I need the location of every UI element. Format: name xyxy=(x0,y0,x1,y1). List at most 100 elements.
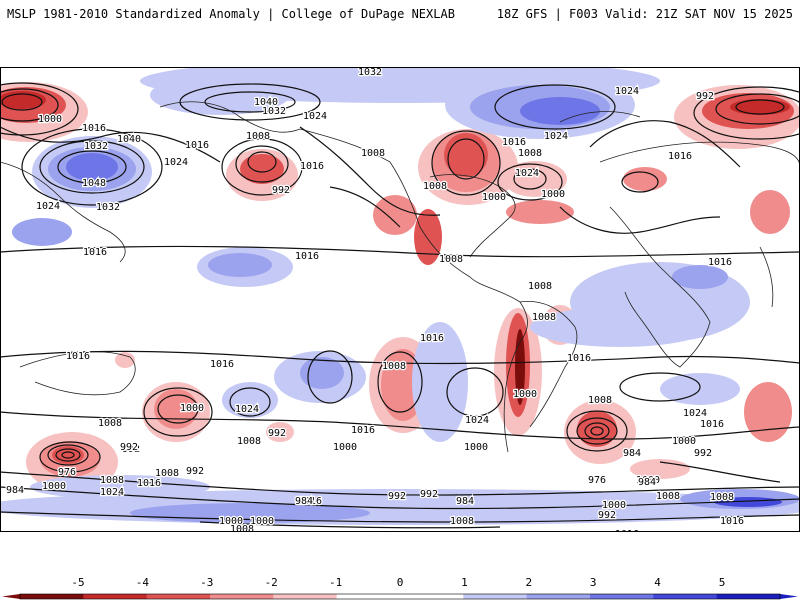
colorbar-segment xyxy=(83,594,148,599)
isobar xyxy=(715,93,800,125)
isobar xyxy=(143,387,213,437)
isobar xyxy=(21,128,163,206)
isobar-label: 1032 xyxy=(358,67,382,78)
isobar-label: 1016 xyxy=(83,247,107,258)
anomaly-fill xyxy=(373,195,417,235)
isobar xyxy=(0,350,800,365)
coastline xyxy=(559,111,641,123)
isobar xyxy=(179,83,321,121)
colorbar-arrow-right xyxy=(780,594,798,599)
isobar-label: 992 xyxy=(694,448,712,459)
isobar-label: 1000 xyxy=(250,516,274,527)
isobar-label: 1008 xyxy=(100,475,124,486)
isobar xyxy=(621,171,659,193)
isobar-label: 1040 xyxy=(254,97,278,108)
anomaly-fill xyxy=(414,209,442,265)
isobar xyxy=(447,138,485,180)
isobar xyxy=(0,471,800,496)
isobar xyxy=(497,163,563,201)
isobar-label: 1048 xyxy=(82,178,106,189)
coastline xyxy=(159,101,301,133)
isobar xyxy=(735,99,785,115)
colorbar-segment xyxy=(400,594,464,599)
isobar-label: 1008 xyxy=(518,148,542,159)
anomaly-fill xyxy=(730,99,790,115)
isobar-label: 1016 xyxy=(82,123,106,134)
isobar xyxy=(513,168,547,190)
isobar-label: 1000 xyxy=(38,114,62,125)
anomaly-fill xyxy=(744,382,792,442)
isobar-label: 1016 xyxy=(668,151,692,162)
isobar-label: 1016 xyxy=(420,333,444,344)
colorbar-outline xyxy=(19,593,781,600)
colorbar-segment xyxy=(273,594,338,599)
isobar-label: 1008 xyxy=(155,468,179,479)
anomaly-fill xyxy=(300,357,344,389)
isobar xyxy=(57,150,127,184)
isobar-label: 1008 xyxy=(710,492,734,503)
colorbar-tick: 1 xyxy=(461,576,468,589)
isobar-label: 1016 xyxy=(708,257,732,268)
colorbar-tick: -1 xyxy=(329,576,342,589)
isobar-label: 1008 xyxy=(237,436,261,447)
isobar xyxy=(39,140,145,194)
isobar xyxy=(431,130,501,196)
isobar-labels: 1032 1024 992 1000 1016 1032 1040 1048 1… xyxy=(5,67,746,532)
colorbar-segment xyxy=(336,594,401,599)
anomaly-fill xyxy=(208,253,272,277)
isobar-label: 984 xyxy=(623,448,641,459)
isobar-label: 1040 xyxy=(117,134,141,145)
anomaly-fill xyxy=(222,382,278,418)
isobar xyxy=(199,521,501,529)
isobar-label: 1016 xyxy=(210,359,234,370)
isobar-label: 984 xyxy=(6,485,24,496)
isobar-label: 1024 xyxy=(303,111,327,122)
isobar xyxy=(329,186,401,228)
isobar-label: 1008 xyxy=(98,418,122,429)
colorbar-segment xyxy=(210,594,274,599)
isobar xyxy=(0,88,59,122)
isobar xyxy=(0,511,800,523)
isobar-label: 1016 xyxy=(185,140,209,151)
coastlines xyxy=(0,101,800,453)
isobar-label: 976 xyxy=(58,467,76,478)
isobar-label: 1032 xyxy=(84,141,108,152)
isobar-label: 1008 xyxy=(361,148,385,159)
isobar xyxy=(61,451,75,459)
isobar-label: 1016 xyxy=(615,529,639,532)
isobar-label: 1000 xyxy=(541,189,565,200)
isobar-label: 1008 xyxy=(588,395,612,406)
isobar-label: 976 xyxy=(588,475,606,486)
isobar-label: 1016 xyxy=(295,251,319,262)
anomaly-fill xyxy=(66,153,118,181)
isobar-label: 1016 xyxy=(567,353,591,364)
isobar xyxy=(693,86,800,140)
colorbar-segment xyxy=(653,594,718,599)
isobar-label: 1024 xyxy=(515,168,539,179)
colorbar-segment xyxy=(146,594,211,599)
isobar-label: 992 xyxy=(122,444,140,455)
isobar xyxy=(659,461,781,483)
anomaly-fill xyxy=(240,154,284,184)
isobar-label: 1008 xyxy=(423,181,447,192)
isobar-label: 1000 xyxy=(672,436,696,447)
isobar xyxy=(377,351,423,413)
isobar-label: 1000 xyxy=(482,192,506,203)
colorbar-tick: -5 xyxy=(71,576,84,589)
anomaly-fill xyxy=(530,307,710,347)
anomaly-fill xyxy=(444,133,488,177)
colorbar-tick: -3 xyxy=(200,576,213,589)
isobar-label: 1008 xyxy=(439,254,463,265)
isobar xyxy=(619,372,701,402)
isobar-label: 1008 xyxy=(382,361,406,372)
isobar-label: 984 xyxy=(295,496,313,507)
isobar xyxy=(0,82,79,136)
isobar xyxy=(47,444,89,466)
colorbar-segment xyxy=(526,594,591,599)
coastline xyxy=(429,174,516,258)
isobar-label: 992 xyxy=(186,466,204,477)
isobar-label: 1016 xyxy=(351,425,375,436)
isobar xyxy=(1,93,43,111)
isobar-label: 992 xyxy=(388,491,406,502)
coastline xyxy=(609,206,711,368)
